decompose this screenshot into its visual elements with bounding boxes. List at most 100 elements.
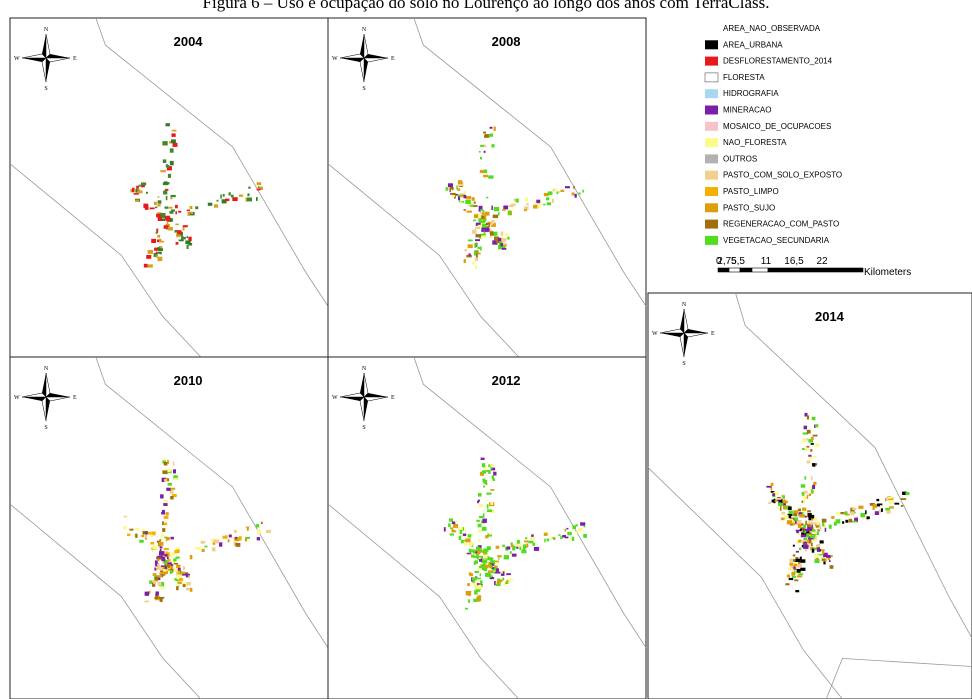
land-patch [127, 534, 130, 537]
land-patch [459, 536, 461, 540]
land-patch [183, 227, 185, 230]
land-patch [169, 207, 173, 209]
legend-swatch [705, 187, 718, 196]
legend-label: OUTROS [723, 154, 757, 163]
land-patch [185, 241, 190, 245]
land-patch [802, 439, 806, 443]
land-patch [481, 566, 485, 569]
land-patch [787, 575, 790, 578]
land-patch [567, 532, 572, 536]
land-patch [158, 196, 160, 198]
land-patch [509, 205, 514, 207]
land-patch [481, 228, 484, 232]
land-patch [553, 537, 555, 539]
land-patch [141, 182, 146, 185]
land-patch [163, 159, 167, 163]
land-patch [512, 547, 515, 550]
land-patch [496, 584, 500, 586]
land-patch [256, 197, 258, 201]
land-patch [175, 205, 178, 208]
land-patch [820, 541, 824, 544]
land-patch [529, 541, 534, 544]
land-patch [494, 581, 496, 585]
land-patch [135, 189, 137, 193]
land-patch [480, 170, 484, 173]
land-patch [544, 539, 546, 543]
land-patch [219, 542, 222, 546]
land-patch [464, 209, 467, 211]
land-patch [856, 516, 858, 518]
legend-label: MOSAICO_DE_OCUPACOES [723, 122, 831, 131]
land-patch [483, 210, 485, 212]
land-patch [214, 204, 218, 207]
land-patch [457, 195, 461, 197]
land-patch [803, 499, 805, 503]
land-patch [497, 580, 502, 583]
land-patch [584, 526, 586, 528]
land-patch [502, 209, 506, 211]
land-patch [812, 485, 815, 489]
land-patch [502, 545, 505, 547]
land-patch [525, 197, 529, 201]
land-patch [160, 494, 164, 498]
land-patch [481, 458, 485, 460]
land-patch [804, 426, 807, 430]
land-patch [789, 559, 793, 563]
land-patch [164, 181, 168, 184]
land-patch [173, 558, 176, 561]
land-patch [171, 139, 176, 143]
land-patch [190, 588, 193, 592]
land-patch [807, 527, 812, 531]
land-patch [153, 573, 157, 576]
land-patch [516, 199, 519, 203]
land-patch [507, 546, 511, 549]
land-patch [489, 533, 492, 535]
land-patch [161, 533, 164, 537]
legend-label: PASTO_LIMPO [723, 187, 779, 196]
land-patch [496, 546, 500, 549]
land-patch [474, 202, 476, 204]
land-patch [166, 123, 170, 126]
land-patch [572, 537, 574, 541]
land-patch [464, 249, 467, 251]
land-patch [543, 204, 545, 206]
land-patch [836, 519, 841, 523]
land-patch [487, 504, 489, 508]
land-patch [573, 186, 575, 189]
land-patch [491, 144, 494, 147]
land-patch [779, 500, 782, 503]
land-patch [583, 534, 587, 538]
compass-label: N [44, 366, 49, 372]
land-patch [159, 539, 161, 542]
land-patch [141, 535, 144, 537]
land-patch [257, 530, 261, 534]
land-patch [809, 517, 812, 520]
land-patch [482, 519, 487, 523]
land-patch [831, 516, 834, 519]
compass-label: W [332, 395, 338, 401]
land-patch [807, 446, 810, 448]
land-patch [190, 212, 193, 214]
land-patch [164, 479, 167, 482]
land-patch [172, 133, 176, 137]
land-patch [502, 238, 507, 241]
land-patch [811, 543, 813, 547]
land-patch [188, 212, 190, 216]
land-patch [490, 127, 493, 129]
legend-label: DESFLORESTAMENTO_2014 [723, 57, 833, 66]
land-patch [229, 192, 231, 195]
land-patch [223, 536, 228, 539]
land-patch [492, 475, 494, 479]
land-patch [135, 534, 137, 538]
land-patch [163, 503, 167, 506]
land-patch [168, 483, 172, 486]
legend-swatch [705, 154, 718, 163]
land-patch [901, 505, 903, 507]
land-patch [785, 515, 789, 519]
land-patch [536, 200, 540, 203]
land-patch [183, 225, 188, 227]
land-patch [146, 192, 148, 194]
land-patch [474, 243, 478, 245]
land-patch [546, 197, 549, 200]
